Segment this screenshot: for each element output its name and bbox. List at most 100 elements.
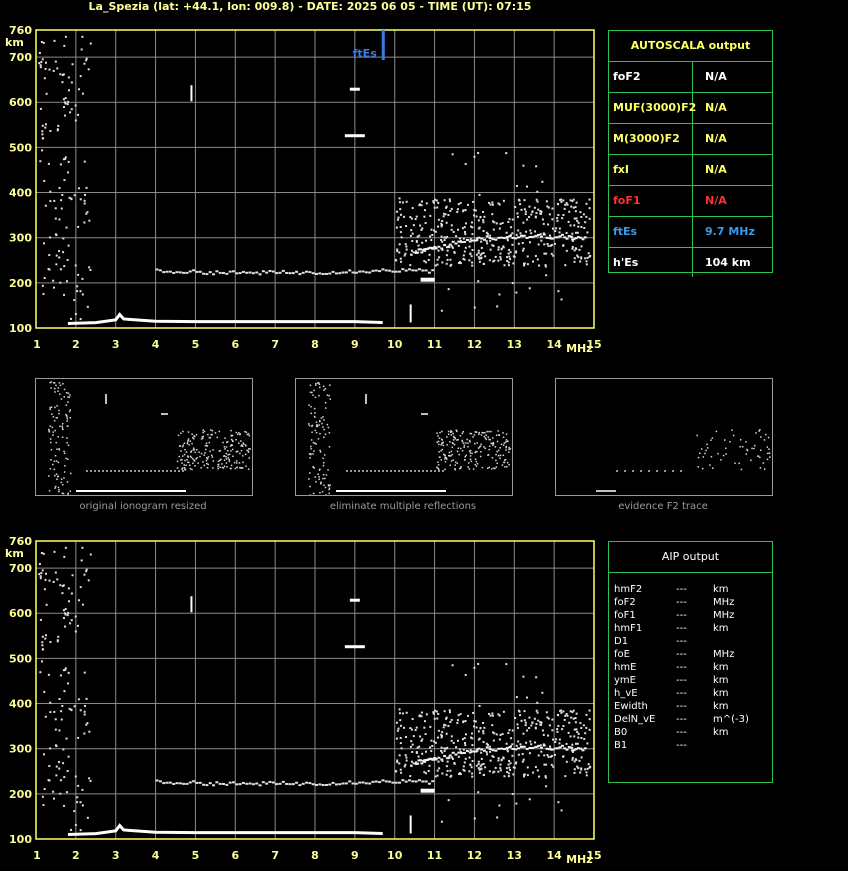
thumb-dot [188, 431, 190, 433]
noise-dot [61, 194, 63, 196]
trace-dot [443, 755, 446, 757]
trace-dot [497, 237, 500, 239]
f-region-dot [396, 211, 398, 213]
thumb-dot [437, 442, 439, 444]
f-region-dot [406, 760, 408, 762]
thumb-dot [202, 461, 204, 463]
f-region-dot [579, 211, 581, 213]
f-region-dot [400, 742, 402, 744]
noise-dot [462, 210, 464, 212]
trace-dot [517, 747, 520, 749]
thumb-dot [62, 436, 64, 438]
thumb-dot [741, 469, 743, 471]
trace-dot [446, 757, 449, 759]
thumb-dot [192, 462, 194, 464]
thumb-dot [325, 433, 327, 435]
trace-dot [212, 273, 215, 275]
thumb-dot [319, 383, 321, 385]
thumb-dot [56, 442, 58, 444]
trace-dot [405, 781, 408, 783]
thumb-dot [751, 448, 753, 450]
trace-dot [259, 273, 262, 275]
f-region-dot [514, 206, 516, 208]
trace-dot [584, 747, 587, 749]
trace-dot [305, 782, 308, 784]
aip-unit: km [713, 622, 729, 635]
thumb-dot [319, 421, 321, 423]
noise-dot [441, 821, 443, 823]
thumb-dot [230, 445, 232, 447]
trace-dot [523, 746, 526, 748]
trace-dot [385, 780, 388, 782]
trace-dot [419, 759, 422, 761]
noise-dot [443, 213, 445, 215]
trace-dot [494, 239, 497, 241]
trace-dot [176, 782, 179, 784]
x-tick-label: 8 [311, 849, 319, 862]
f-region-dot [498, 757, 500, 759]
f-region-dot [468, 770, 470, 772]
thumb-dot [315, 481, 317, 483]
thumb-dot [248, 468, 250, 470]
thumb-dot [53, 416, 55, 418]
thumb-dot [470, 452, 472, 454]
x-tick-label: 7 [271, 338, 279, 351]
f-region-dot [400, 769, 402, 771]
noise-dot [40, 61, 42, 63]
trace-dot [546, 237, 549, 239]
thumb-dot [191, 450, 193, 452]
thumb-dot [312, 453, 314, 455]
thumb-dot [221, 463, 223, 465]
trace-dot [318, 272, 321, 274]
thumb-dot [309, 457, 311, 459]
f-region-dot [493, 771, 495, 773]
f-region-dot [454, 252, 456, 254]
thumb-dot [701, 448, 703, 450]
noise-dot [60, 268, 62, 270]
f-region-dot [496, 733, 498, 735]
f-region-dot [464, 742, 466, 744]
f-region-dot [529, 752, 531, 754]
trace-dot [548, 748, 551, 750]
f-region-dot [404, 764, 406, 766]
f-region-dot [534, 741, 536, 743]
f-region-dot [449, 709, 451, 711]
f-region-dot [551, 719, 553, 721]
f-region-dot [489, 235, 491, 237]
trace-dot [162, 782, 165, 784]
f-region-dot [529, 229, 531, 231]
trace-dot [570, 236, 573, 238]
noise-dot [67, 101, 69, 103]
noise-dot [479, 194, 481, 196]
aip-value: --- [676, 726, 713, 739]
noise-dot [45, 205, 47, 207]
thumb-dot [177, 461, 179, 463]
thumb-dot [318, 438, 320, 440]
autoscala-key: fxI [609, 155, 693, 185]
f-region-dot [434, 199, 436, 201]
f-region-dot [566, 743, 568, 745]
f-region-dot [504, 264, 506, 266]
thumb-dot [224, 448, 226, 450]
f-region-dot [562, 214, 564, 216]
trace-dot [239, 272, 242, 274]
f-region-dot [438, 219, 440, 221]
thumb-dot [442, 445, 444, 447]
f-region-dot [467, 715, 469, 717]
thumb-dot [465, 456, 467, 458]
f-region-dot [551, 764, 553, 766]
thumb-dot [230, 435, 232, 437]
thumb-dot [450, 432, 452, 434]
thumb-dot [50, 438, 52, 440]
noise-dot [71, 619, 73, 621]
thumb-dot [508, 449, 510, 451]
thumb-dot [66, 415, 68, 417]
thumb-dot [58, 491, 60, 493]
f-region-dot [584, 732, 586, 734]
f-region-dot [499, 767, 501, 769]
autoscala-key: foF2 [609, 62, 693, 92]
thumb-dot [248, 448, 250, 450]
f-region-dot [483, 774, 485, 776]
thumb-dot [66, 442, 68, 444]
thumb-dot [54, 430, 56, 432]
